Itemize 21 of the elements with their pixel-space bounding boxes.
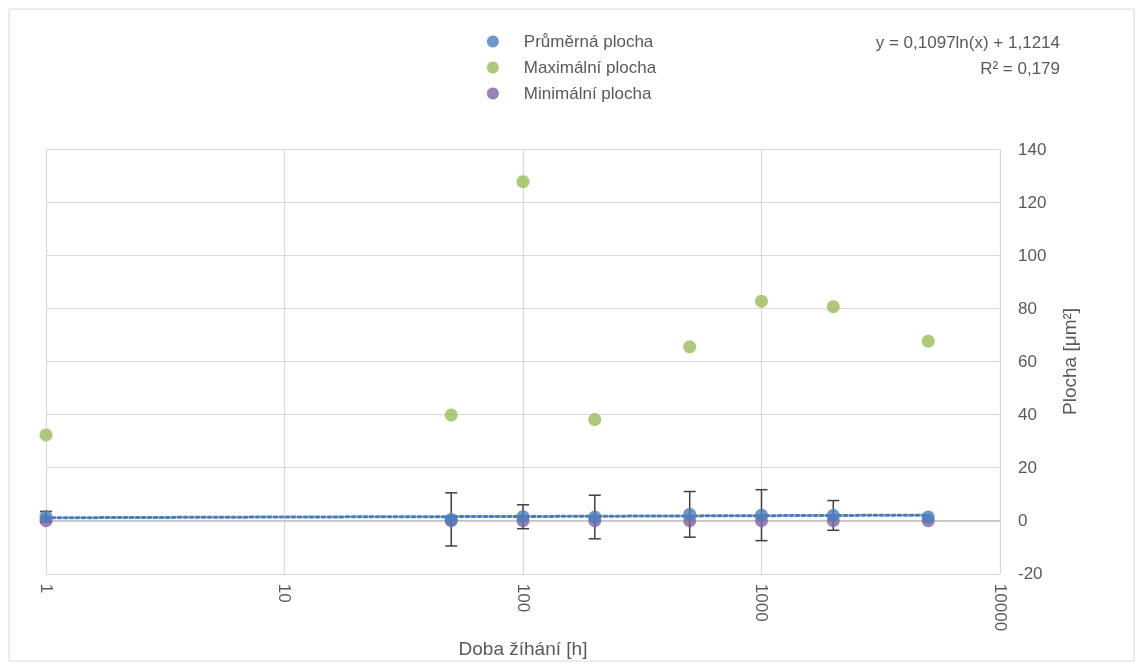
x-axis-title: Doba žíhání [h] — [458, 638, 588, 659]
legend-label: Maximální plocha — [523, 58, 657, 77]
x-tick-label: 100 — [513, 583, 533, 613]
x-tick-label: 10000 — [990, 583, 1010, 632]
y-tick-label: 100 — [1018, 245, 1047, 265]
y-axis-title: Plocha [μm²] — [1059, 307, 1080, 415]
y-tick-label: 40 — [1018, 405, 1037, 425]
text: R² = 0,179 — [980, 59, 1060, 78]
y-tick-label: 0 — [1018, 511, 1028, 531]
text: y = 0,1097ln(x) + 1,1214 — [875, 33, 1060, 52]
x-tick-label: 1 — [36, 583, 56, 594]
legend-label: Minimální plocha — [523, 84, 652, 103]
y-tick-label: -20 — [1018, 564, 1043, 584]
x-tick-label: 1000 — [752, 583, 771, 622]
y-tick-label: 80 — [1018, 298, 1037, 318]
y-tick-label: 120 — [1018, 192, 1047, 212]
y-tick-label: 20 — [1018, 458, 1037, 478]
legend-label: Průměrná plocha — [523, 32, 654, 51]
y-tick-label: 140 — [1018, 139, 1047, 159]
x-tick-label: 10 — [275, 583, 294, 603]
y-tick-label: 60 — [1018, 351, 1037, 371]
